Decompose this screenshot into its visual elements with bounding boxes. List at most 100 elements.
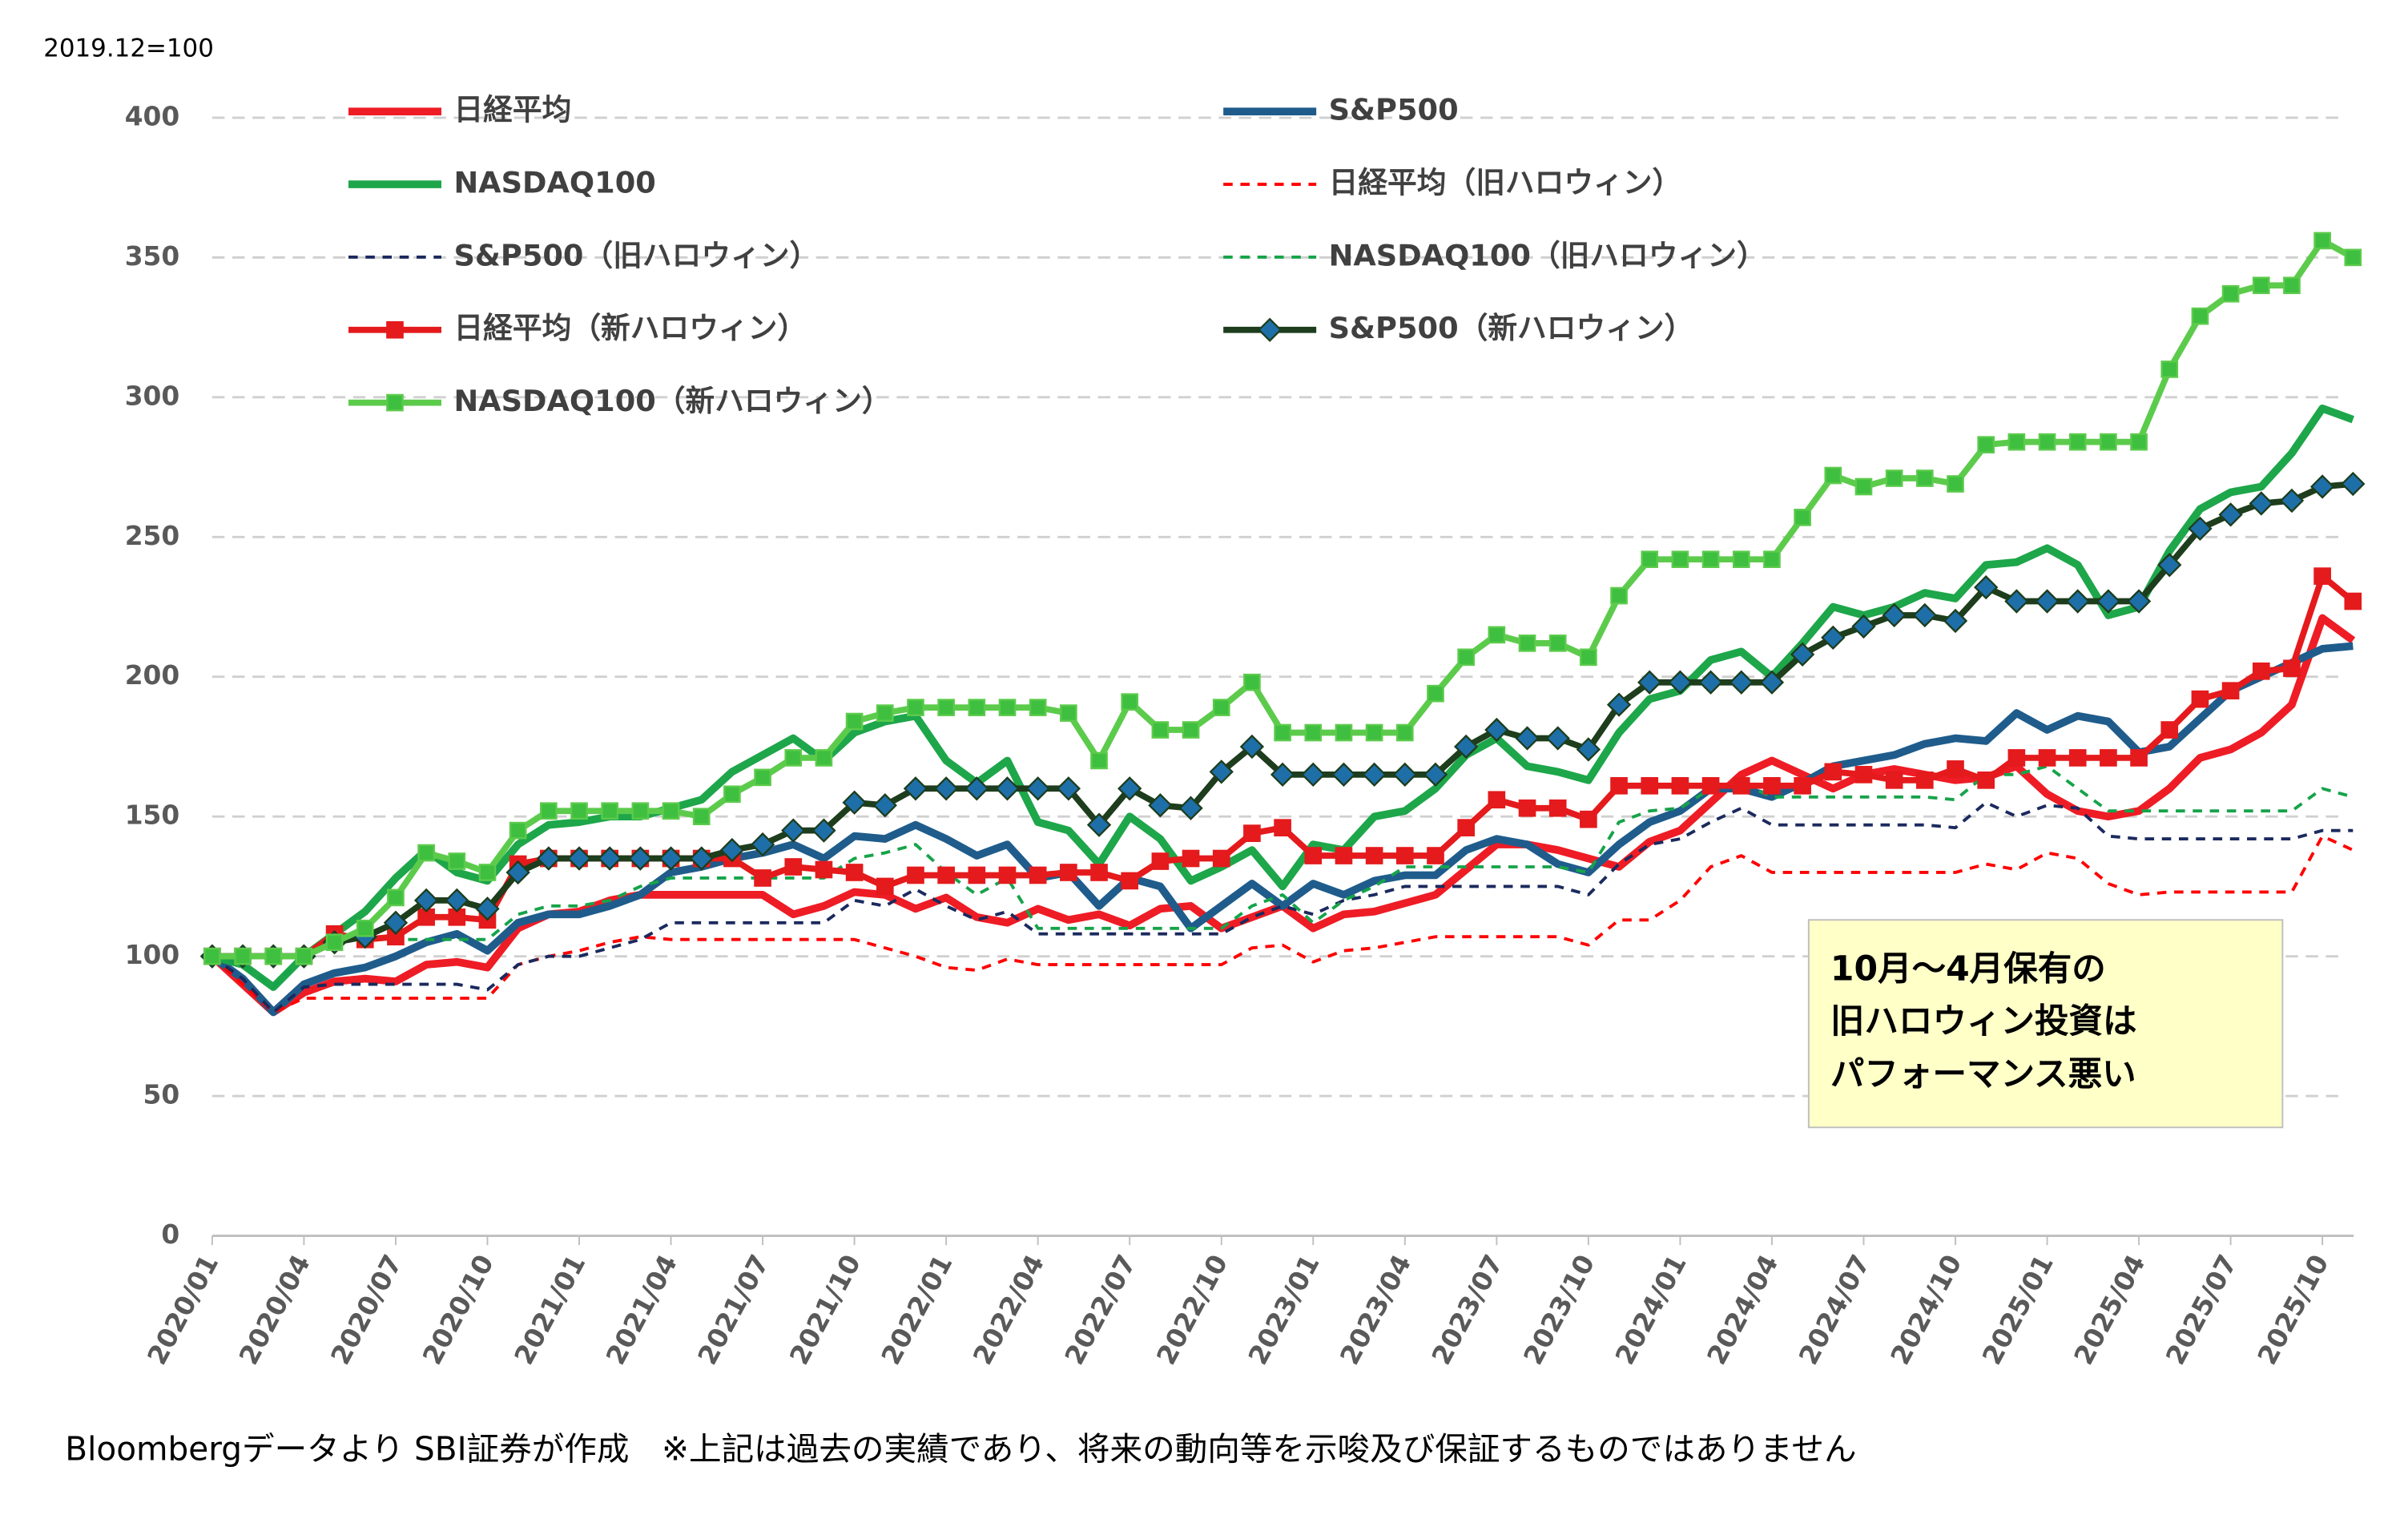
series-marker [1151, 852, 1170, 870]
annotation: パフォーマンス悪い [1830, 1055, 2136, 1094]
x-tick-label: 2024/10 [1884, 1250, 1967, 1370]
series-marker [842, 790, 867, 815]
series-marker [1457, 648, 1475, 667]
series-marker [1794, 509, 1811, 526]
x-tick-label: 2020/01 [141, 1250, 224, 1370]
y-tick-label: 200 [125, 659, 180, 691]
y-tick-label: 300 [125, 380, 180, 411]
series-marker [1060, 864, 1077, 881]
series-marker [1488, 626, 1506, 644]
series-marker [2341, 471, 2366, 497]
annotation-box [1807, 919, 2284, 1129]
series-marker [1974, 574, 1999, 600]
series-marker [907, 699, 924, 716]
series-marker [1453, 734, 1479, 759]
series-marker [1794, 776, 1811, 795]
series-marker [2221, 284, 2240, 303]
series-marker [1148, 793, 1173, 818]
series-marker [1824, 763, 1842, 781]
series-marker [478, 864, 497, 881]
series-marker [2191, 307, 2209, 325]
series-marker [750, 832, 775, 857]
series-marker [1977, 436, 1995, 453]
series-line [211, 404, 2354, 991]
series-marker [2038, 749, 2056, 767]
series-marker [658, 846, 683, 871]
series-marker [413, 888, 439, 913]
series-marker [1885, 469, 1903, 487]
series-marker [815, 749, 833, 767]
series-marker [1671, 776, 1689, 795]
series-marker [1548, 799, 1567, 817]
series-marker [2038, 433, 2056, 451]
series-marker [2035, 589, 2060, 614]
x-tick-label: 2021/01 [508, 1250, 591, 1370]
series-marker [692, 808, 711, 826]
series-marker [570, 802, 588, 820]
series-marker [937, 866, 955, 884]
series-marker [1427, 847, 1444, 864]
series-line [210, 642, 2354, 1017]
x-tick-label: 2022/07 [1058, 1250, 1142, 1370]
series-marker [2218, 502, 2243, 527]
x-tick-label: 2025/01 [1976, 1250, 2060, 1370]
series-marker [1304, 847, 1323, 864]
series-marker [356, 919, 374, 937]
y-tick-label: 250 [125, 520, 180, 551]
series-marker [2283, 659, 2301, 678]
x-tick-label: 2020/07 [324, 1250, 408, 1370]
x-tick-label: 2021/10 [783, 1250, 867, 1370]
series-marker [2313, 567, 2331, 585]
series-marker [1610, 776, 1628, 795]
series-marker [2188, 516, 2213, 541]
series-marker [719, 837, 745, 863]
series-marker [2100, 749, 2117, 767]
series-marker [295, 947, 313, 965]
series-marker [2309, 474, 2335, 499]
series-marker [784, 858, 803, 876]
series-marker [1545, 726, 1570, 751]
series-marker [1610, 586, 1628, 605]
series-marker [2096, 589, 2121, 614]
series-marker [203, 947, 221, 965]
series-marker [2160, 361, 2179, 378]
x-tick-label: 2025/10 [2251, 1250, 2334, 1370]
series-marker [723, 785, 741, 804]
series-marker [2252, 662, 2270, 680]
series-marker [1121, 872, 1139, 890]
legend-label: S&P500 [1329, 93, 1459, 127]
series-marker [689, 846, 714, 871]
series-marker [2160, 721, 2179, 739]
annotation: 10月～4月保有の [1830, 950, 2106, 989]
series-marker [1732, 550, 1750, 569]
x-tick-label: 2022/01 [875, 1250, 958, 1370]
series-marker [1484, 717, 1509, 743]
series-marker [1304, 723, 1323, 742]
series-marker [1576, 737, 1601, 762]
series-marker [1121, 693, 1139, 711]
series-marker [968, 699, 986, 716]
y-tick-label: 350 [125, 240, 180, 272]
y-tick-label: 0 [161, 1219, 179, 1250]
series-marker [2130, 749, 2148, 767]
series-marker [1637, 670, 1662, 695]
y-tick-label: 100 [125, 939, 180, 970]
legend: 日経平均 S&P500 NASDAQ100 日経平均（旧ハロウィン） S&P500（旧ハ… [348, 93, 1766, 418]
series-marker [1947, 760, 1964, 778]
series-marker [1488, 791, 1506, 809]
series-marker [1943, 608, 1968, 634]
series-marker [815, 860, 833, 879]
series-marker [505, 860, 530, 885]
series-marker [1243, 673, 1261, 691]
x-tick-label: 2023/10 [1517, 1250, 1601, 1370]
series-marker [2068, 433, 2087, 451]
series-marker [540, 802, 558, 820]
y-tick-label: 400 [125, 100, 180, 131]
series-marker [1331, 762, 1356, 788]
series-marker [811, 818, 836, 843]
legend-marker [386, 393, 404, 412]
series-marker [872, 793, 897, 818]
